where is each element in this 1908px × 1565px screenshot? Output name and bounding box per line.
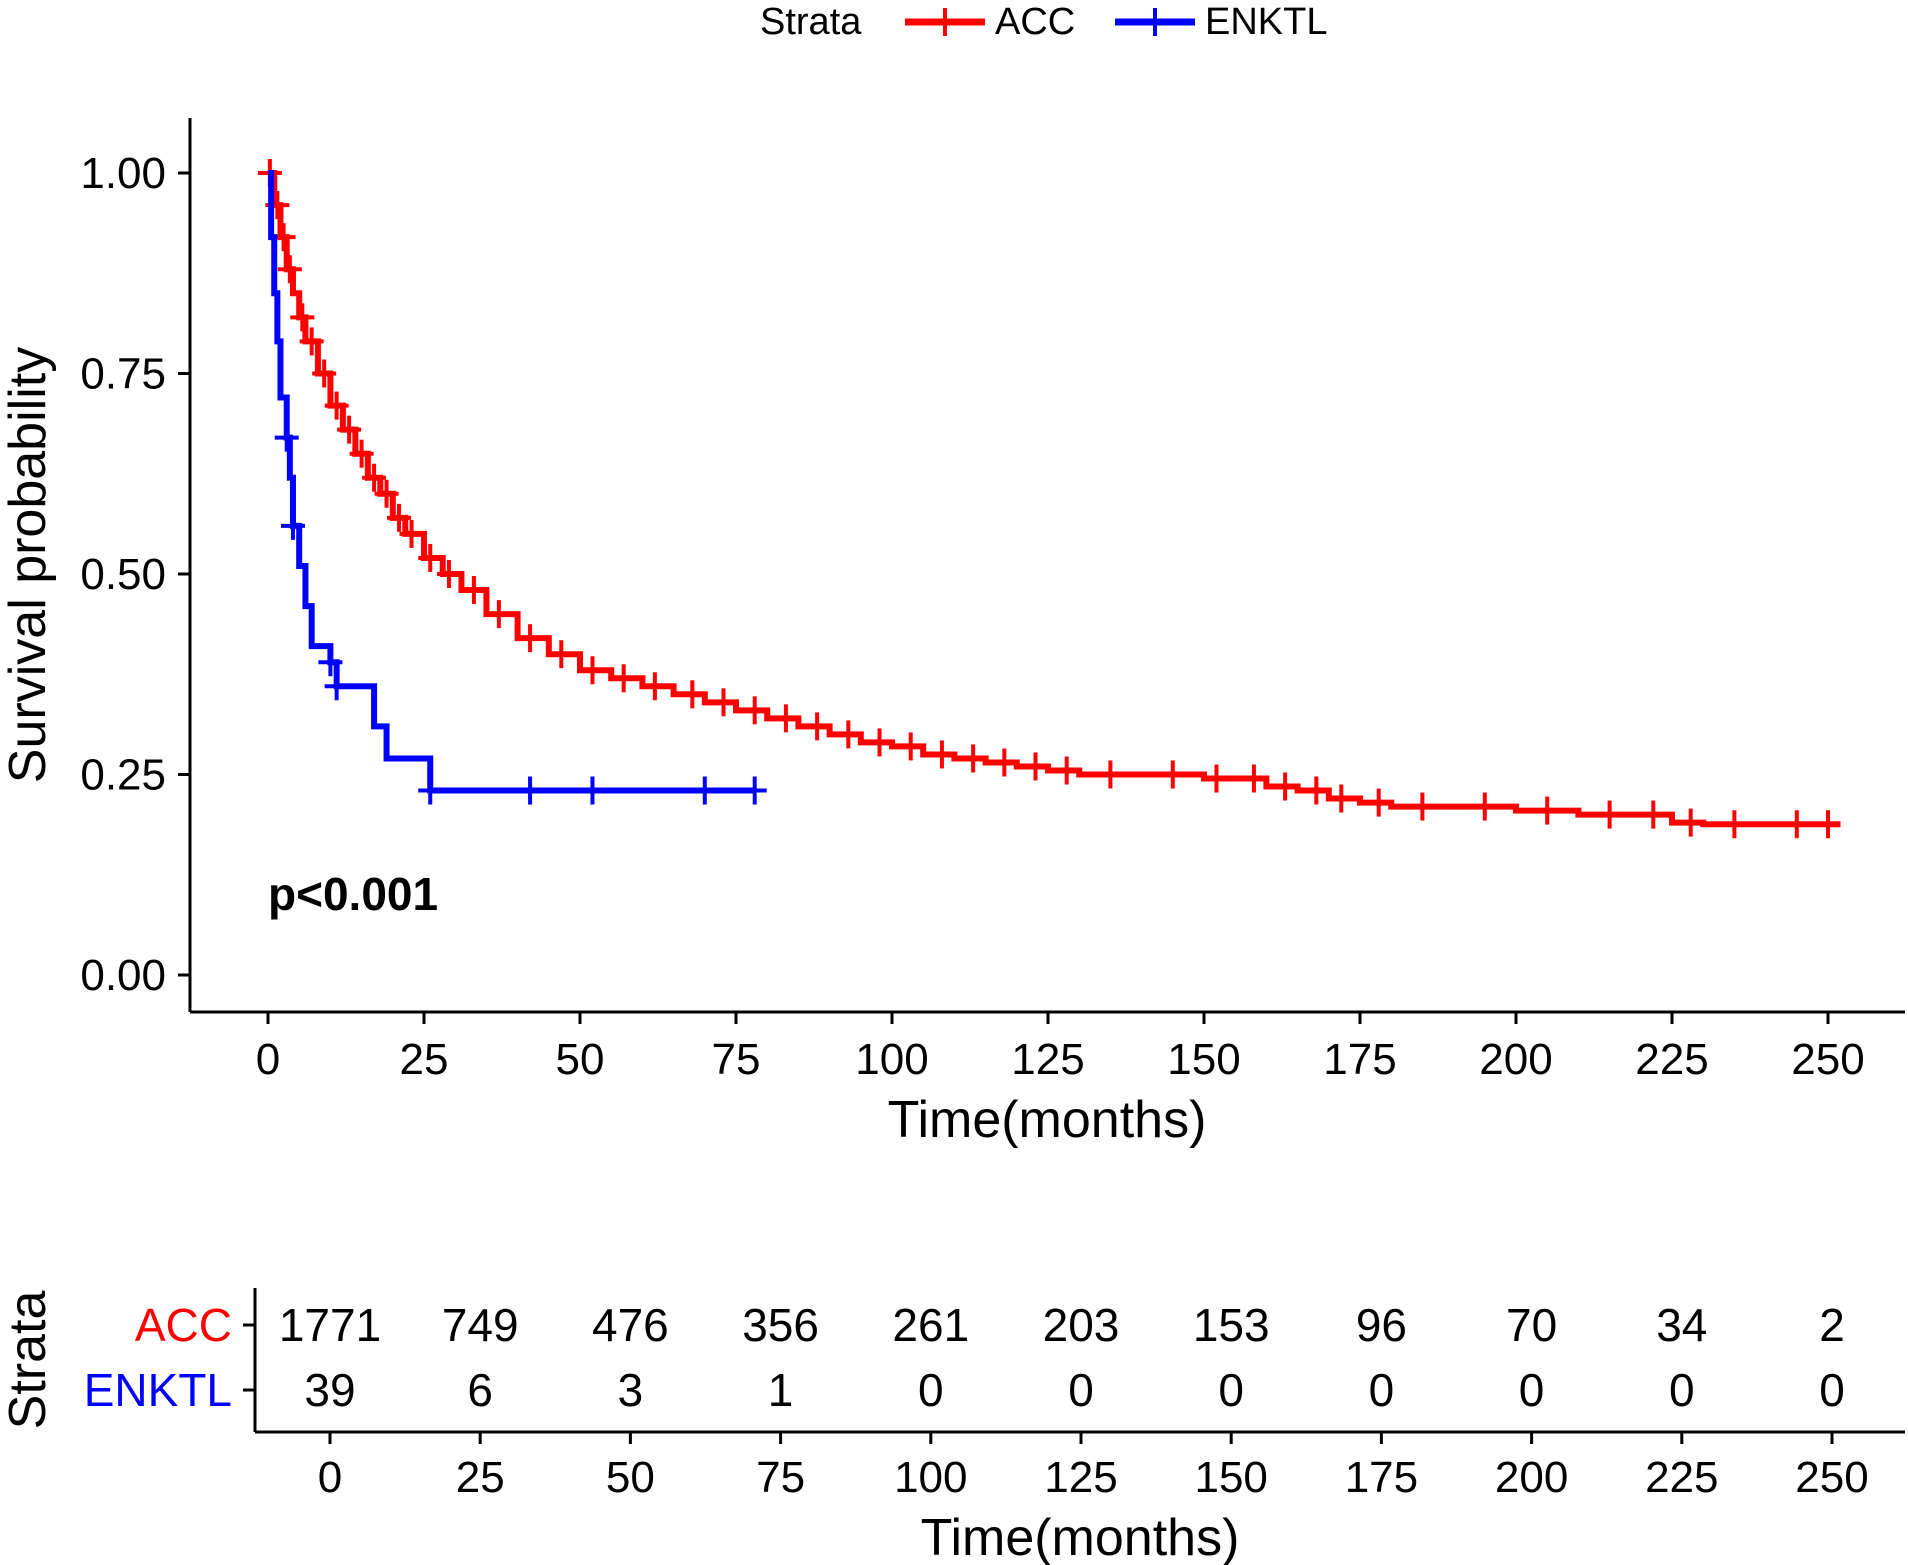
risk-x-tick-label-6: 150 — [1194, 1453, 1267, 1502]
risk-x-tick-label-0: 0 — [318, 1453, 342, 1502]
risk-cell-acc-0: 1771 — [279, 1299, 381, 1351]
risk-cell-enktl-10: 0 — [1819, 1364, 1845, 1416]
risk-y-title: Strata — [0, 1291, 57, 1430]
x-tick-label-10: 250 — [1791, 1035, 1864, 1084]
legend-title: Strata — [760, 1, 862, 43]
risk-x-tick-label-7: 175 — [1345, 1453, 1418, 1502]
x-tick-label-1: 25 — [400, 1035, 449, 1084]
risk-cell-enktl-2: 3 — [618, 1364, 644, 1416]
risk-cell-enktl-3: 1 — [768, 1364, 794, 1416]
risk-cell-enktl-5: 0 — [1068, 1364, 1094, 1416]
risk-x-tick-label-3: 75 — [756, 1453, 805, 1502]
risk-cell-acc-5: 203 — [1043, 1299, 1120, 1351]
risk-x-tick-label-5: 125 — [1044, 1453, 1117, 1502]
risk-cell-enktl-0: 39 — [304, 1364, 355, 1416]
legend: Strata ACC ENKTL — [760, 1, 1327, 43]
risk-row-label-acc: ACC — [135, 1299, 232, 1351]
x-tick-label-5: 125 — [1011, 1035, 1084, 1084]
risk-cell-acc-2: 476 — [592, 1299, 669, 1351]
x-tick-label-0: 0 — [256, 1035, 280, 1084]
risk-cell-enktl-8: 0 — [1519, 1364, 1545, 1416]
risk-cells: 1771 749 476 356 261 203 153 96 70 34 2 39 6 3 1 0 0 0 0 0 0… — [279, 1299, 1845, 1416]
x-tick-label-9: 225 — [1635, 1035, 1708, 1084]
y-tick-label-2: 0.50 — [80, 550, 166, 599]
risk-x-title: Time(months) — [921, 1509, 1240, 1565]
y-tick-label-1: 0.25 — [80, 751, 166, 800]
risk-x-tick-label-9: 225 — [1645, 1453, 1718, 1502]
risk-cell-enktl-6: 0 — [1218, 1364, 1244, 1416]
risk-cell-acc-9: 34 — [1656, 1299, 1707, 1351]
risk-row-label-enktl: ENKTL — [84, 1364, 232, 1416]
survival-curves — [257, 159, 1841, 839]
survival-curve-enktl — [268, 170, 755, 794]
risk-x-tick-label-10: 250 — [1795, 1453, 1868, 1502]
risk-x-tick-label-8: 200 — [1495, 1453, 1568, 1502]
x-tick-label-3: 75 — [712, 1035, 761, 1084]
legend-label-acc: ACC — [995, 1, 1075, 43]
y-tick-label-3: 0.75 — [80, 350, 166, 399]
risk-x-tick-label-2: 50 — [606, 1453, 655, 1502]
risk-axis-ticks: 0 25 50 75 100 125 150 175 200 225 250 — [318, 1432, 1869, 1502]
legend-item-enktl: ENKTL — [1115, 1, 1327, 43]
x-tick-label-6: 150 — [1167, 1035, 1240, 1084]
risk-x-tick-label-1: 25 — [456, 1453, 505, 1502]
y-tick-label-4: 1.00 — [80, 149, 166, 198]
x-axis-title: Time(months) — [888, 1091, 1207, 1149]
x-tick-label-4: 100 — [855, 1035, 928, 1084]
x-tick-label-2: 50 — [556, 1035, 605, 1084]
x-tick-label-8: 200 — [1479, 1035, 1552, 1084]
legend-label-enktl: ENKTL — [1205, 1, 1327, 43]
risk-cell-acc-1: 749 — [442, 1299, 519, 1351]
risk-cell-enktl-7: 0 — [1369, 1364, 1395, 1416]
risk-cell-enktl-9: 0 — [1669, 1364, 1695, 1416]
risk-cell-enktl-4: 0 — [918, 1364, 944, 1416]
risk-cell-acc-4: 261 — [892, 1299, 969, 1351]
x-tick-label-7: 175 — [1323, 1035, 1396, 1084]
risk-cell-acc-6: 153 — [1193, 1299, 1270, 1351]
p-value: p<0.001 — [268, 868, 438, 920]
survival-curve-acc — [268, 170, 1841, 828]
risk-cell-acc-7: 96 — [1356, 1299, 1407, 1351]
risk-x-tick-label-4: 100 — [894, 1453, 967, 1502]
risk-table: ACC ENKTL Strata 1771 749 476 356 261 203 153 9… — [0, 1288, 1905, 1565]
legend-item-acc: ACC — [905, 1, 1075, 43]
y-tick-label-0: 0.00 — [80, 951, 166, 1000]
risk-cell-enktl-1: 6 — [467, 1364, 493, 1416]
survival-plot: 0 25 50 75 100 125 150 175 200 225 250 0.00 0.25 0.50… — [0, 118, 1905, 1149]
risk-cell-acc-10: 2 — [1819, 1299, 1845, 1351]
risk-cell-acc-3: 356 — [742, 1299, 819, 1351]
y-axis-title: Survival probability — [0, 347, 57, 783]
risk-cell-acc-8: 70 — [1506, 1299, 1557, 1351]
main-axis-ticks: 0 25 50 75 100 125 150 175 200 225 250 0.00 0.25 0.50… — [80, 149, 1864, 1084]
